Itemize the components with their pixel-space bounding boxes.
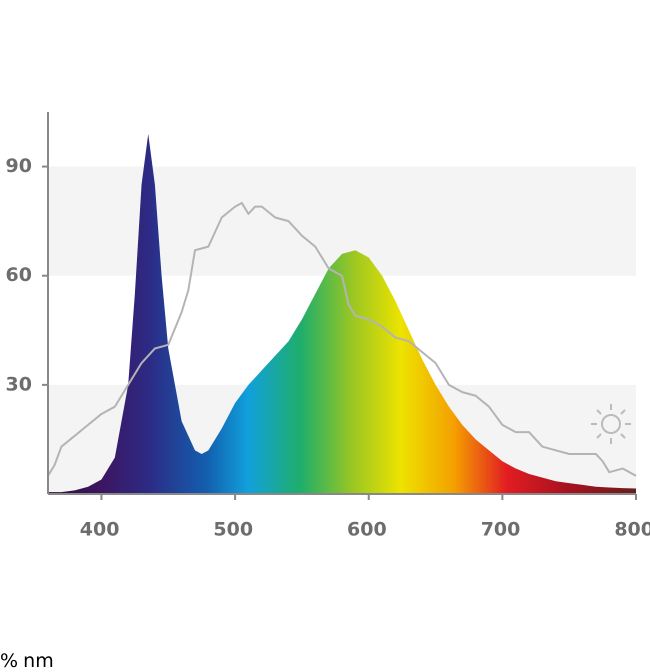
spectrum-area	[48, 133, 636, 495]
x-tick-label: 600	[347, 519, 387, 541]
sun-icon	[591, 404, 631, 444]
y-axis-label: %	[0, 650, 19, 672]
y-tick-label: 30	[6, 373, 32, 395]
reference-line	[47, 201, 637, 477]
x-tick-label: 800	[614, 519, 650, 541]
x-tick-label: 500	[213, 519, 253, 541]
x-tick-label: 400	[80, 519, 120, 541]
y-tick-label: 90	[6, 155, 32, 177]
x-tick-label: 700	[481, 519, 521, 541]
x-axis-label: nm	[23, 650, 54, 672]
chart: 30 60 90 400 500 600 700 800	[6, 112, 650, 541]
y-tick-label: 60	[6, 264, 32, 286]
plot	[47, 133, 637, 495]
